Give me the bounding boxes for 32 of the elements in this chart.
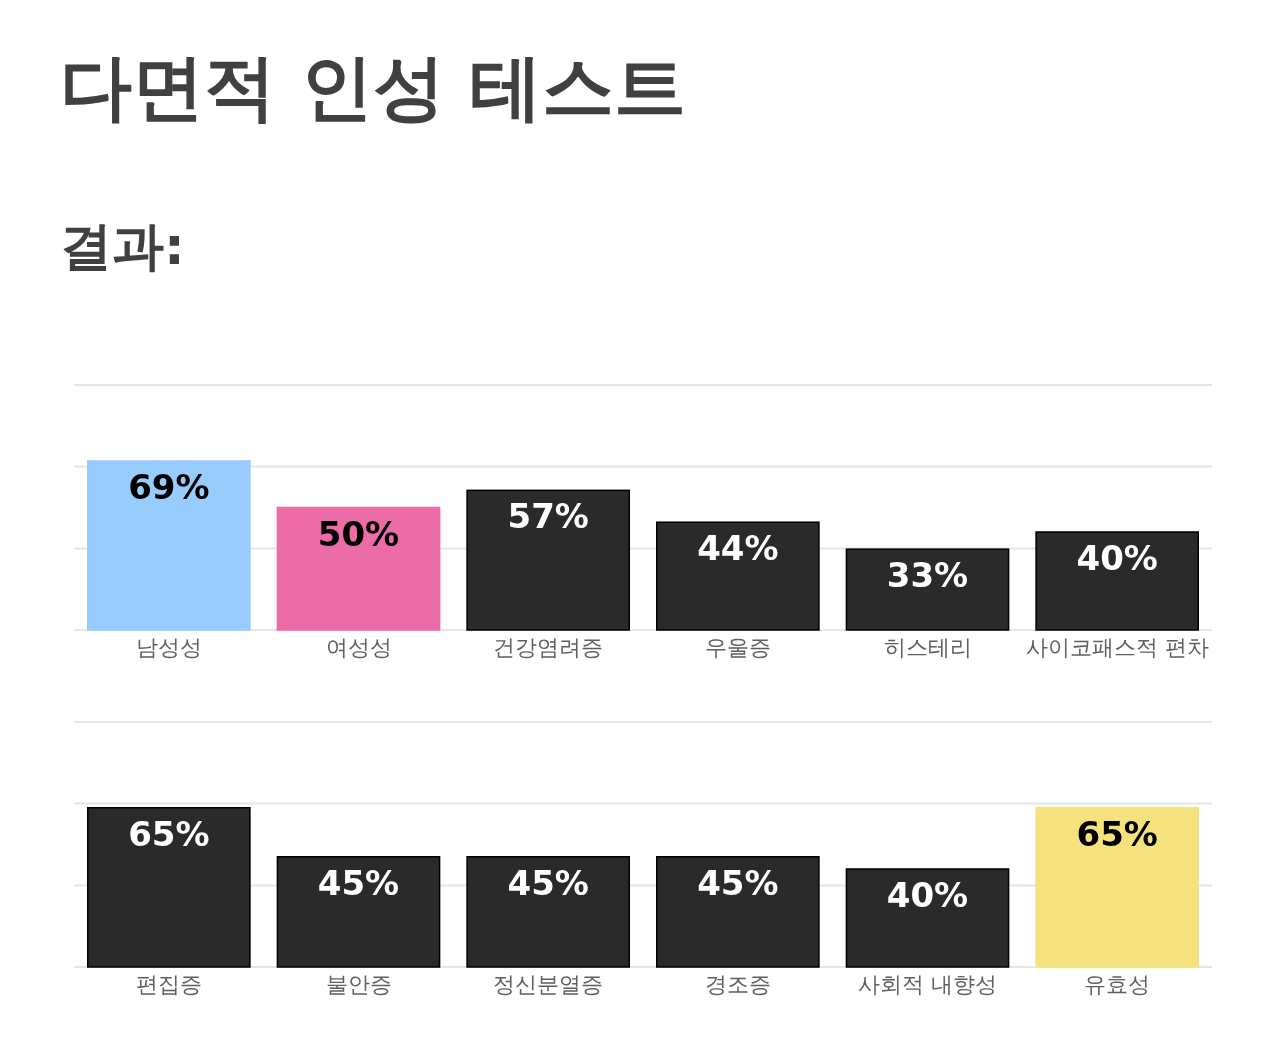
data-label: 50% [317,513,400,554]
x-tick-label: 여성성 [325,635,392,660]
x-tick-label: 불안증 [325,972,392,997]
x-tick-label: 우울증 [704,635,771,660]
data-label: 57% [507,496,589,537]
bar [656,521,820,631]
data-label: 33% [886,555,969,596]
x-tick-label: 정신분열증 [493,972,604,997]
data-label: 44% [697,528,779,569]
x-tick-label: 사이코패스적 편차 [1025,635,1209,660]
data-label: 45% [697,862,779,903]
data-label: 69% [128,466,210,507]
x-tick-label: 건강염려증 [493,635,604,660]
x-tick-label: 히스테리 [883,635,972,660]
bar [276,506,441,631]
bar [1035,531,1199,631]
data-label: 65% [128,813,210,854]
bar [845,548,1010,631]
bar [466,489,630,631]
data-label: 65% [1076,813,1158,854]
bar [87,460,251,631]
data-label: 40% [886,875,969,915]
x-tick-label: 사회적 내향성 [858,972,997,997]
x-tick-label: 남성성 [135,635,202,660]
data-label: 40% [1076,538,1158,578]
chart-subtitle: 결과: [60,215,185,278]
chart-title: 다면적 인성 테스트 [60,44,687,131]
x-tick-label: 경조증 [704,972,771,997]
data-label: 45% [507,862,589,903]
x-tick-label: 유효성 [1084,972,1151,997]
x-tick-label: 편집증 [135,972,202,997]
data-label: 45% [317,862,400,903]
